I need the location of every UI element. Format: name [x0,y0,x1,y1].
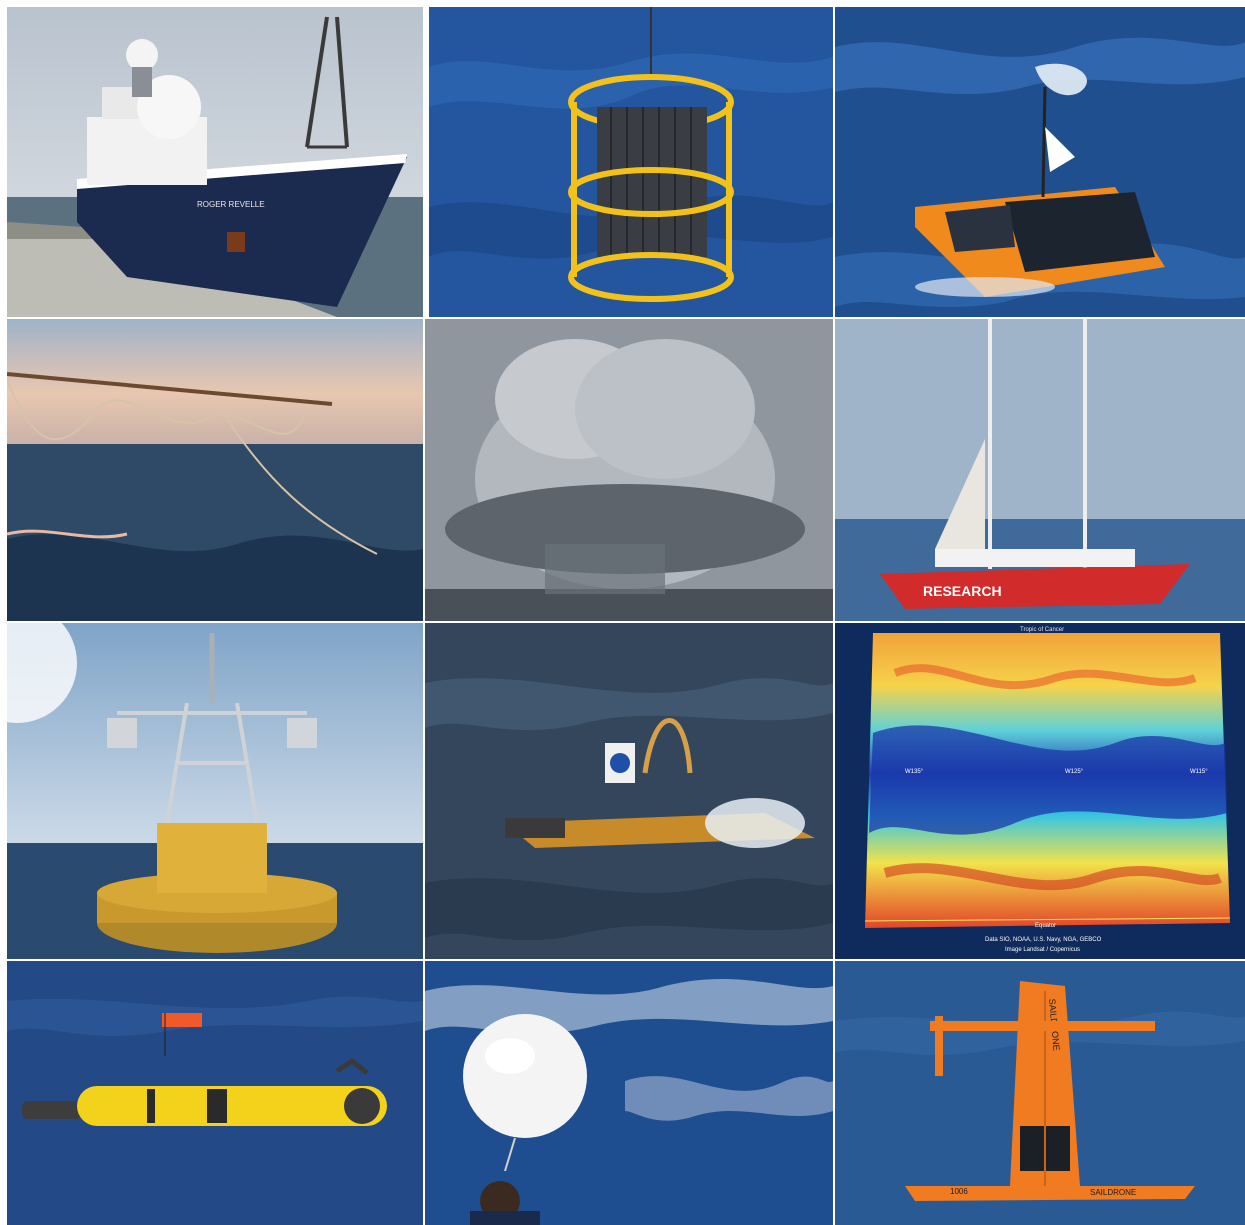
photo-underwater-glider [7,961,423,1225]
map-label-tropic: Tropic of Cancer [1020,627,1064,633]
photo-saildrone: SAILDRONE 1006 SAILDRONE [835,961,1245,1225]
photo-ctd-rosette [429,7,833,317]
photo-wave-glider [835,7,1245,317]
hull-lettering: RESEARCH [923,583,1002,599]
photo-boom-line [7,319,423,621]
map-label-w125: W125° [1065,769,1084,775]
map-credit-data: Data SIO, NOAA, U.S. Navy, NGA, GEBCO [985,937,1102,943]
photo-sst-map: Tropic of Cancer W135° W125° W115° Equat… [835,623,1245,959]
photo-research-vessel: ROGER REVELLE [7,7,423,317]
photo-autonomous-boat [425,623,833,959]
map-credit-image: Image Landsat / Copernicus [1005,947,1080,953]
photo-weather-balloon [425,961,833,1225]
hull-lettering: SAILDRONE [1090,1188,1136,1197]
map-label-w115: W115° [1190,769,1208,775]
ship-name: ROGER REVELLE [197,200,265,209]
map-label-equator: Equator [1035,923,1056,929]
hull-number: 1006 [950,1187,968,1196]
photo-storm-cloud [425,319,833,621]
photo-research-sailboat: RESEARCH [835,319,1245,621]
map-label-w135: W135° [905,769,924,775]
photo-moored-buoy [7,623,423,959]
